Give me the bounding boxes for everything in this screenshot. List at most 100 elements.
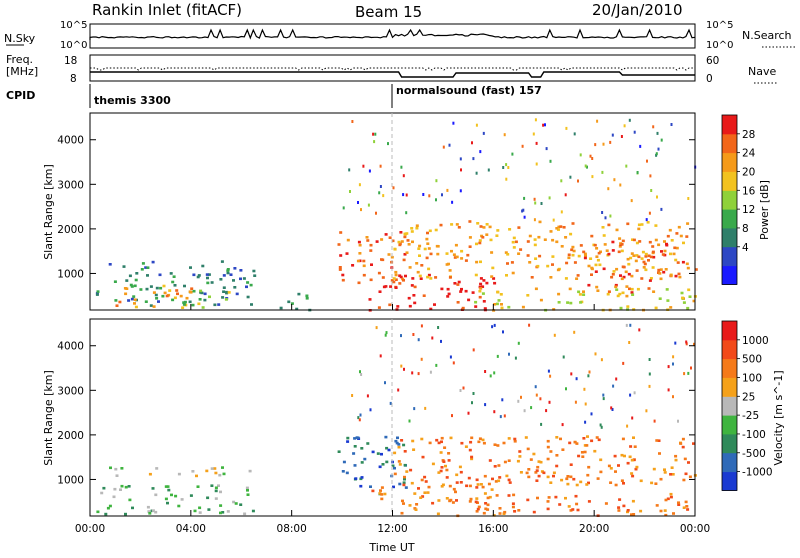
data-cell-sparse	[648, 358, 651, 361]
data-cell	[488, 495, 492, 499]
colorbar-swatch	[722, 246, 737, 267]
data-cell	[572, 249, 576, 253]
data-cell	[657, 439, 661, 442]
data-cell	[555, 464, 559, 468]
data-cell-sparse	[358, 418, 361, 422]
data-cell	[490, 251, 494, 254]
data-cell	[662, 270, 666, 274]
data-cell	[219, 278, 223, 281]
data-cell	[532, 452, 536, 456]
data-cell-sparse	[487, 168, 490, 172]
data-cell	[664, 268, 668, 271]
data-cell	[365, 236, 369, 239]
data-cell-sparse	[687, 371, 690, 375]
data-cell	[514, 240, 518, 244]
data-cell	[573, 440, 577, 444]
data-cell-sparse	[602, 142, 605, 146]
data-cell	[566, 301, 570, 304]
data-cell	[618, 292, 622, 296]
data-cell-sparse	[626, 424, 629, 428]
data-cell	[568, 287, 572, 291]
data-cell-sparse	[375, 326, 378, 330]
data-cell	[510, 261, 514, 264]
data-cell	[470, 455, 474, 459]
data-cell	[96, 510, 100, 514]
data-cell	[124, 512, 127, 516]
data-cell	[504, 251, 508, 254]
data-cell	[664, 513, 668, 517]
data-cell-sparse	[369, 408, 372, 412]
data-cell	[590, 234, 594, 238]
y-tick-label: 3000	[57, 385, 84, 397]
data-cell	[404, 486, 408, 489]
data-cell-sparse	[442, 145, 445, 149]
data-cell-sparse	[375, 211, 377, 215]
data-cell	[377, 306, 381, 309]
data-cell	[448, 484, 452, 488]
data-cell	[380, 258, 383, 261]
data-cell	[632, 458, 636, 462]
data-cell	[663, 509, 667, 512]
data-cell	[516, 459, 520, 463]
data-cell	[440, 466, 444, 469]
data-cell	[394, 270, 398, 274]
data-cell	[172, 275, 176, 278]
data-cell	[485, 223, 489, 226]
data-cell	[222, 286, 226, 289]
data-cell-sparse	[612, 384, 615, 388]
data-cell	[569, 301, 573, 305]
data-cell	[537, 235, 541, 239]
data-cell	[513, 437, 517, 441]
data-cell	[112, 495, 116, 499]
data-cell-sparse	[534, 385, 537, 389]
data-cell-sparse	[540, 422, 543, 426]
data-cell	[435, 244, 439, 248]
data-cell-sparse	[459, 389, 462, 392]
data-cell	[279, 306, 283, 310]
colorbar-swatch	[722, 321, 737, 341]
data-cell	[113, 487, 117, 491]
data-cell	[493, 281, 497, 285]
data-cell	[549, 481, 553, 484]
data-cell	[637, 223, 641, 227]
data-cell	[358, 243, 362, 247]
data-cell	[114, 467, 118, 471]
data-cell	[403, 477, 406, 481]
data-cell-sparse	[493, 323, 496, 327]
data-cell-sparse	[611, 408, 614, 411]
x-tick-label: 12:00	[377, 523, 407, 535]
date-title: 20/Jan/2010	[592, 1, 683, 19]
data-cell	[577, 290, 581, 294]
data-cell	[651, 266, 655, 269]
data-cell	[476, 222, 480, 225]
data-cell	[371, 450, 375, 454]
data-cell	[428, 229, 432, 233]
data-cell	[564, 496, 567, 500]
data-cell-sparse	[511, 152, 514, 156]
data-cell	[214, 486, 218, 490]
colorbar-swatch	[722, 433, 737, 454]
data-cell	[408, 504, 412, 507]
data-cell	[207, 508, 211, 511]
data-cell	[622, 504, 626, 508]
data-cell	[189, 291, 193, 294]
data-cell	[486, 496, 490, 500]
data-cell	[239, 269, 243, 272]
data-cell	[468, 484, 472, 488]
data-cell	[234, 502, 238, 505]
data-cell	[447, 262, 450, 266]
colorbar-swatch	[722, 209, 737, 229]
data-cell	[345, 471, 349, 475]
data-cell-sparse	[552, 218, 555, 222]
data-cell	[164, 485, 168, 488]
data-cell-sparse	[560, 210, 563, 214]
data-cell	[535, 469, 539, 472]
data-cell	[239, 277, 242, 281]
data-cell-sparse	[441, 193, 443, 197]
data-cell	[440, 440, 443, 444]
data-cell	[246, 489, 249, 492]
data-cell	[380, 452, 383, 456]
data-cell-sparse	[489, 374, 492, 378]
data-cell	[464, 289, 468, 293]
data-cell	[441, 483, 445, 487]
